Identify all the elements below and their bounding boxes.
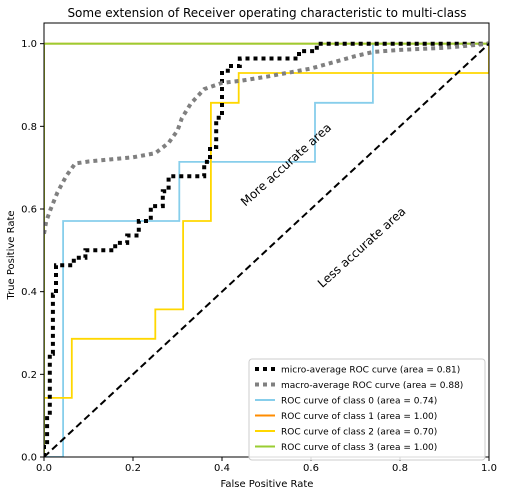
legend-entry-0: micro-average ROC curve (area = 0.81) bbox=[281, 366, 460, 376]
series-line-0 bbox=[44, 41, 489, 457]
legend-entry-1: macro-average ROC curve (area = 0.88) bbox=[281, 381, 463, 391]
chart-title: Some extension of Receiver operating cha… bbox=[67, 6, 466, 20]
y-axis-label: True Positive Rate bbox=[6, 210, 17, 300]
legend-entry-3: ROC curve of class 1 (area = 1.00) bbox=[281, 412, 437, 422]
x-tick-label: 0.2 bbox=[125, 463, 141, 474]
diagonal-reference-line bbox=[44, 42, 489, 457]
legend: micro-average ROC curve (area = 0.81) mac… bbox=[248, 358, 486, 461]
series-line-1 bbox=[44, 41, 489, 235]
y-tick-label: 0.4 bbox=[21, 287, 37, 298]
legend-entry-2: ROC curve of class 0 (area = 0.74) bbox=[281, 397, 437, 407]
x-tick-label: 0.8 bbox=[392, 463, 408, 474]
x-tick-label: 0.4 bbox=[214, 463, 230, 474]
y-tick-label: 0.8 bbox=[21, 122, 37, 133]
x-tick-label: 1.0 bbox=[481, 463, 497, 474]
legend-entry-5: ROC curve of class 3 (area = 1.00) bbox=[281, 443, 437, 453]
y-tick-label: 0.6 bbox=[21, 205, 37, 216]
y-tick-label: 0.0 bbox=[21, 453, 37, 464]
series-line-4 bbox=[44, 43, 489, 457]
series-line-5 bbox=[44, 42, 489, 457]
y-tick-label: 1.0 bbox=[21, 39, 37, 50]
legend-entry-4: ROC curve of class 2 (area = 0.70) bbox=[281, 428, 437, 438]
y-tick-label: 0.2 bbox=[21, 370, 37, 381]
x-tick-label: 0.0 bbox=[36, 463, 52, 474]
x-axis-label: False Positive Rate bbox=[221, 479, 314, 490]
legend-box bbox=[248, 358, 486, 461]
x-tick-label: 0.6 bbox=[303, 463, 319, 474]
